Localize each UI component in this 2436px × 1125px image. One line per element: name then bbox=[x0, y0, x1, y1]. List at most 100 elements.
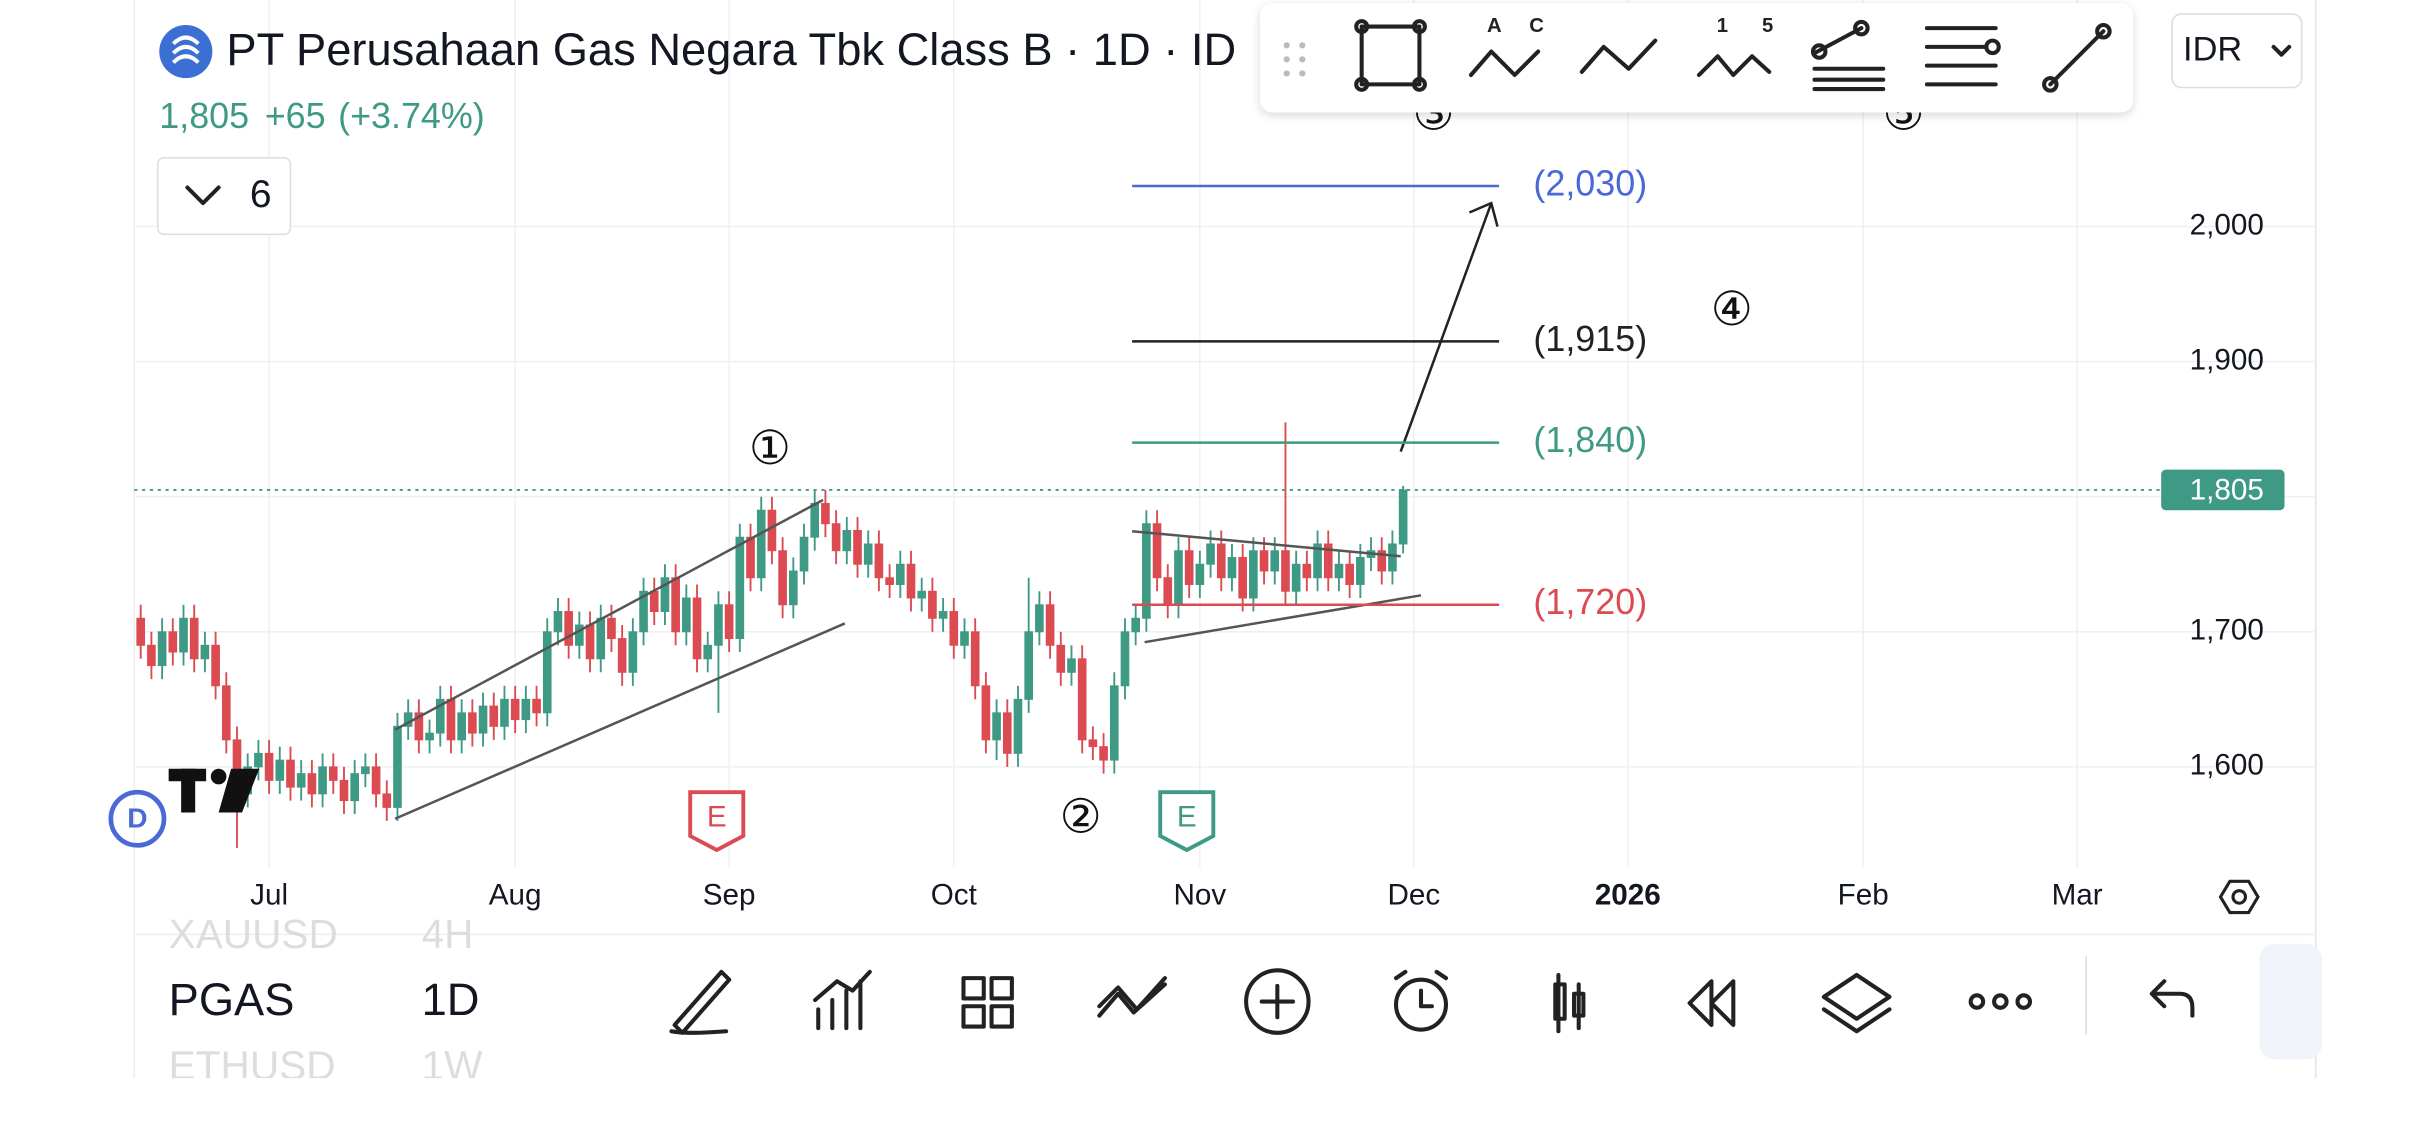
alert-icon[interactable] bbox=[1393, 977, 1449, 1032]
candle-body bbox=[361, 766, 370, 775]
x-tick-label: Mar bbox=[2052, 879, 2103, 912]
abcd-tool[interactable]: A C bbox=[1468, 15, 1544, 78]
add-icon[interactable] bbox=[1244, 968, 1311, 1035]
fib-tool[interactable] bbox=[1810, 19, 1886, 92]
undo-icon[interactable] bbox=[2149, 979, 2195, 1018]
candle-body bbox=[446, 698, 456, 741]
dividend-badge-label: D bbox=[127, 803, 147, 834]
interval-ghost[interactable]: 4H bbox=[422, 911, 474, 957]
candle-body bbox=[1259, 550, 1269, 572]
ui: PT Perusahaan Gas Negara Tbk Class B · 1… bbox=[134, 3, 2436, 1125]
replay-icon[interactable] bbox=[1687, 979, 1736, 1028]
draw-icon[interactable] bbox=[669, 969, 732, 1035]
candle-body bbox=[1174, 550, 1183, 606]
candle-body bbox=[510, 698, 520, 721]
earnings-badge-shape bbox=[688, 790, 746, 853]
layout-icon[interactable] bbox=[961, 976, 1014, 1029]
candle-body bbox=[842, 529, 852, 552]
candle-body bbox=[1163, 577, 1173, 606]
candle-body bbox=[692, 597, 702, 660]
candle-body bbox=[1334, 563, 1344, 579]
more-icon[interactable] bbox=[1992, 993, 2009, 1010]
indicator-toggle[interactable] bbox=[156, 157, 292, 236]
candle-body bbox=[1216, 543, 1226, 579]
settings-icon[interactable] bbox=[2218, 879, 2260, 915]
candle-body bbox=[189, 617, 199, 660]
tool-label: 5 bbox=[1762, 15, 1773, 37]
rectangle-tool[interactable] bbox=[1354, 19, 1427, 92]
x-tick-label: Sep bbox=[703, 879, 756, 912]
elliott-tool[interactable]: 1 5 bbox=[1696, 15, 1773, 78]
earnings-badge[interactable]: E bbox=[688, 790, 746, 853]
chevron-icon bbox=[2271, 44, 2292, 57]
settings-icon bbox=[2231, 889, 2248, 905]
x-tick-label: Dec bbox=[1387, 879, 1440, 912]
x-tick-label: Feb bbox=[1838, 879, 1889, 912]
candle-body bbox=[1281, 550, 1290, 592]
triangle-line bbox=[1144, 594, 1422, 644]
currency-select[interactable] bbox=[2171, 13, 2303, 89]
price-change: +65 bbox=[265, 95, 326, 136]
indicators-icon[interactable] bbox=[813, 969, 872, 1031]
interval-selector[interactable]: 1D bbox=[422, 974, 480, 1025]
candle-body bbox=[992, 712, 1001, 741]
candle-body bbox=[928, 590, 937, 619]
candle-body bbox=[960, 631, 969, 646]
candle-body bbox=[575, 624, 584, 646]
symbol-selector[interactable]: PGAS bbox=[169, 974, 295, 1025]
candle-body bbox=[585, 624, 595, 660]
chart-type-icon[interactable] bbox=[1553, 972, 1586, 1034]
wave-label: ① bbox=[749, 422, 791, 474]
candle-body bbox=[1238, 557, 1247, 599]
compare-icon[interactable] bbox=[1097, 976, 1167, 1018]
candle-body bbox=[810, 502, 820, 538]
wave-label: ② bbox=[1060, 791, 1102, 843]
candle-body bbox=[435, 698, 445, 734]
candle-body bbox=[425, 732, 434, 741]
earnings-badge[interactable]: E bbox=[1158, 790, 1216, 853]
candle-body bbox=[532, 698, 541, 714]
candle-body bbox=[371, 766, 381, 795]
candle-body bbox=[981, 685, 991, 741]
candle-body bbox=[639, 590, 648, 633]
fib-channel-tool[interactable] bbox=[1924, 26, 2001, 87]
candle-body bbox=[970, 631, 980, 687]
candle-body bbox=[938, 611, 948, 619]
symbol-ghost[interactable]: XAUUSD bbox=[169, 911, 338, 957]
candle-body bbox=[339, 779, 349, 802]
candle-body bbox=[1002, 712, 1012, 754]
candle-body bbox=[949, 611, 959, 646]
candle-body bbox=[1323, 543, 1333, 579]
symbol-logo bbox=[159, 25, 213, 79]
layers-icon[interactable] bbox=[1821, 972, 1892, 1034]
drag-handle[interactable] bbox=[1283, 42, 1306, 77]
candle-body bbox=[649, 590, 659, 612]
y-tick-label: 1,900 bbox=[2190, 343, 2264, 376]
tool-label: A bbox=[1487, 15, 1502, 37]
candle-body bbox=[628, 631, 638, 673]
candle-body bbox=[1398, 489, 1408, 545]
candle-body bbox=[1291, 563, 1301, 592]
trend-line-tool[interactable] bbox=[2042, 22, 2112, 93]
y-tick-label: 1,600 bbox=[2190, 749, 2264, 782]
candle-body bbox=[414, 712, 424, 741]
candle-body bbox=[254, 752, 263, 768]
last-price-tag-label: 1,805 bbox=[2190, 473, 2264, 506]
candle-body bbox=[1388, 543, 1397, 572]
candle-body bbox=[853, 529, 862, 565]
candle-body bbox=[564, 611, 573, 646]
candle-body bbox=[1227, 557, 1237, 579]
candle-body bbox=[1302, 563, 1312, 579]
candle-body bbox=[874, 543, 884, 579]
candle-body bbox=[221, 685, 231, 741]
currency-label: IDR bbox=[2183, 31, 2242, 69]
arrow bbox=[1399, 202, 1493, 452]
candle-body bbox=[457, 712, 466, 741]
candle-body bbox=[500, 698, 509, 727]
candle-body bbox=[607, 617, 616, 640]
panel-toggle[interactable] bbox=[2259, 943, 2323, 1060]
dividend-badge[interactable] bbox=[108, 789, 167, 848]
path-tool[interactable] bbox=[1579, 38, 1658, 74]
